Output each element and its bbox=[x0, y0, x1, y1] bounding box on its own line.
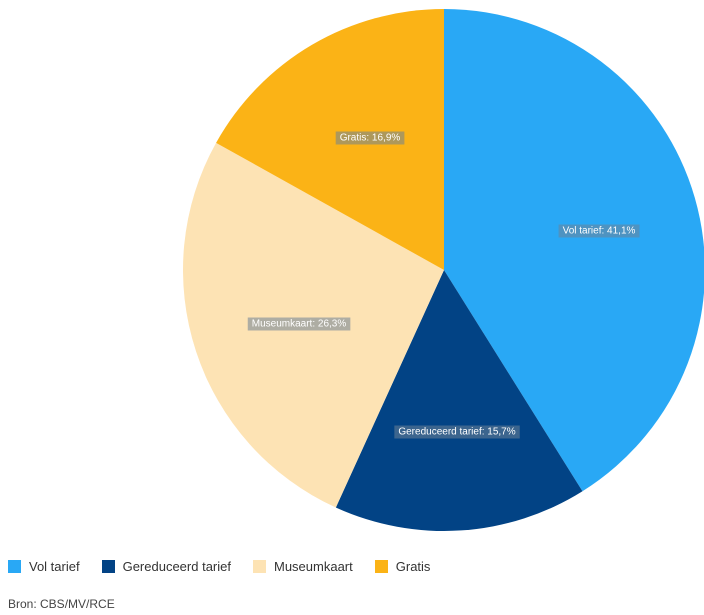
pie-slice-gratis[interactable] bbox=[216, 9, 444, 270]
pie-slice-vol-tarief[interactable] bbox=[444, 9, 704, 492]
slice-label-bg-gratis bbox=[335, 131, 405, 145]
source-note: Bron: CBS/MV/RCE bbox=[8, 597, 115, 611]
legend-label-gereduceerd-tarief: Gereduceerd tarief bbox=[122, 559, 231, 574]
legend-item-gratis[interactable]: Gratis bbox=[374, 559, 431, 574]
chart-legend: Vol tarief Gereduceerd tarief Museumkaar… bbox=[8, 559, 452, 574]
slice-label-bg-museumkaart bbox=[247, 317, 351, 331]
pie-slice-gereduceerd-tarief[interactable] bbox=[335, 270, 583, 531]
legend-swatch-museumkaart bbox=[253, 560, 266, 573]
slice-label-text-vol-tarief: Vol tarief: 41,1% bbox=[563, 226, 636, 237]
slice-label-gereduceerd-tarief: Gereduceerd tarief: 15,7% bbox=[394, 425, 520, 439]
legend-item-vol-tarief[interactable]: Vol tarief bbox=[8, 559, 80, 574]
pie-chart: Vol tarief: 41,1% Gereduceerd tarief: 15,… bbox=[183, 9, 704, 531]
legend-label-museumkaart: Museumkaart bbox=[274, 559, 353, 574]
slice-label-bg-gereduceerd-tarief bbox=[394, 425, 520, 439]
slice-label-vol-tarief: Vol tarief: 41,1% bbox=[558, 224, 640, 238]
slice-label-museumkaart: Museumkaart: 26,3% bbox=[247, 317, 351, 331]
legend-swatch-gereduceerd-tarief bbox=[101, 560, 115, 573]
slice-label-gratis: Gratis: 16,9% bbox=[335, 131, 405, 145]
slice-label-text-museumkaart: Museumkaart: 26,3% bbox=[252, 319, 347, 330]
slice-label-text-gratis: Gratis: 16,9% bbox=[340, 133, 401, 144]
slice-label-bg-vol-tarief bbox=[558, 224, 640, 238]
legend-label-vol-tarief: Vol tarief bbox=[29, 559, 80, 574]
legend-swatch-gratis bbox=[374, 560, 388, 573]
slice-label-text-gereduceerd-tarief: Gereduceerd tarief: 15,7% bbox=[398, 427, 515, 438]
legend-item-museumkaart[interactable]: Museumkaart bbox=[253, 559, 353, 574]
legend-swatch-vol-tarief bbox=[8, 560, 21, 573]
legend-item-gereduceerd-tarief[interactable]: Gereduceerd tarief bbox=[101, 559, 231, 574]
legend-label-gratis: Gratis bbox=[395, 559, 431, 574]
